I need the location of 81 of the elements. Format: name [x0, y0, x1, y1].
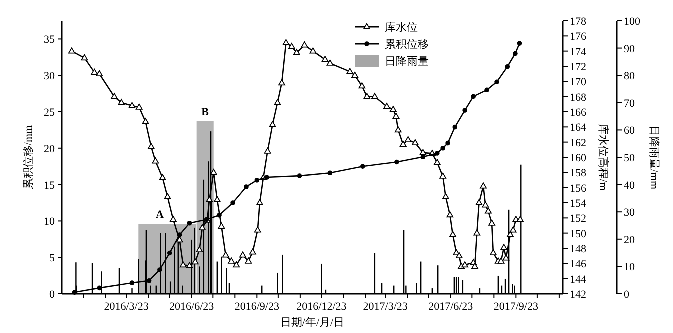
- x-tick-label: 2017/3/23: [363, 301, 408, 313]
- point: [244, 184, 249, 190]
- point: [187, 220, 192, 226]
- y2-tick-label: 160: [570, 152, 587, 164]
- legend-label: 库水位: [385, 21, 418, 34]
- point: [420, 154, 426, 160]
- point: [217, 212, 222, 218]
- point: [254, 178, 260, 183]
- point: [446, 140, 450, 146]
- y3-tick-label: 100: [624, 16, 641, 28]
- x-tick-label: 2016/6/23: [170, 301, 215, 313]
- y2-tick-label: 162: [570, 137, 586, 150]
- point: [230, 200, 236, 206]
- x-tick-label: 2017/6/23: [428, 301, 474, 313]
- y-tick-label: 15: [44, 180, 56, 192]
- point: [440, 146, 446, 151]
- y2-tick-label: 142: [570, 289, 586, 301]
- y-tick-label: 10: [44, 216, 56, 228]
- point: [513, 51, 518, 56]
- y3-tick-label: 10: [624, 262, 636, 274]
- y2-tick-label: 144: [570, 274, 587, 286]
- y3-tick-label: 90: [624, 43, 636, 56]
- x-axis-title: 日期/年/月/日: [280, 317, 345, 329]
- point: [167, 250, 172, 256]
- y2-tick-label: 176: [570, 31, 587, 44]
- y2-tick-label: 156: [570, 182, 587, 195]
- y2-tick-label: 146: [570, 258, 587, 271]
- y2-tick-label: 174: [570, 46, 587, 58]
- x-tick-label: 2016/12/23: [296, 301, 348, 313]
- x-tick-label: 2017/9/23: [494, 301, 539, 313]
- point: [434, 151, 440, 156]
- point: [177, 232, 182, 238]
- x-tick-label: 2016/9/23: [234, 301, 280, 313]
- y2-tick-label: 150: [570, 228, 587, 240]
- y2-tick-label: 152: [570, 213, 586, 226]
- y2-tick-label: 148: [570, 244, 587, 256]
- point: [130, 280, 135, 286]
- y3-tick-label: 50: [624, 152, 636, 164]
- point: [328, 170, 333, 176]
- legend-label: 累积位移: [385, 39, 429, 51]
- y2-tick-label: 172: [570, 62, 586, 74]
- point: [158, 268, 162, 272]
- y-axis-title: 累积位移/mm: [23, 124, 35, 190]
- y2-tick-label: 154: [570, 198, 587, 210]
- y2-tick-label: 168: [570, 92, 587, 104]
- y3-tick-label: 80: [624, 70, 636, 83]
- y3-tick-label: 0: [624, 289, 630, 301]
- point: [297, 174, 302, 178]
- point: [471, 94, 476, 100]
- y3-tick-label: 20: [624, 234, 636, 246]
- y3-tick-label: 30: [624, 207, 636, 220]
- point: [462, 108, 468, 113]
- point: [394, 160, 400, 165]
- point: [264, 175, 270, 180]
- y3-axis-title: 日降雨量/mm: [648, 125, 660, 190]
- y3-tick-label: 60: [624, 125, 636, 138]
- y2-tick-label: 158: [570, 168, 587, 180]
- y-tick-label: 35: [44, 34, 56, 46]
- y3-tick-label: 70: [624, 98, 636, 110]
- y-tick-label: 0: [50, 289, 56, 301]
- point: [146, 278, 152, 284]
- point: [505, 64, 510, 70]
- point: [452, 124, 458, 130]
- point: [484, 88, 490, 93]
- point: [494, 80, 500, 85]
- y2-axis-title: 库水位高程/m: [597, 124, 610, 192]
- annotation: B: [202, 106, 210, 118]
- y-tick-label: 25: [44, 107, 56, 119]
- legend-label: 日降雨量: [385, 56, 429, 68]
- x-tick-label: 2016/3/23: [104, 301, 150, 313]
- y2-tick-label: 164: [570, 122, 587, 134]
- point: [517, 41, 522, 46]
- annotation: A: [156, 209, 164, 222]
- y3-tick-label: 40: [624, 180, 636, 192]
- y2-tick-label: 178: [570, 16, 587, 28]
- y-tick-label: 5: [50, 252, 56, 265]
- y-tick-label: 20: [44, 143, 56, 156]
- point: [360, 164, 366, 169]
- y2-tick-label: 170: [570, 76, 587, 89]
- y2-tick-label: 166: [570, 107, 587, 119]
- y-tick-label: 30: [44, 70, 56, 83]
